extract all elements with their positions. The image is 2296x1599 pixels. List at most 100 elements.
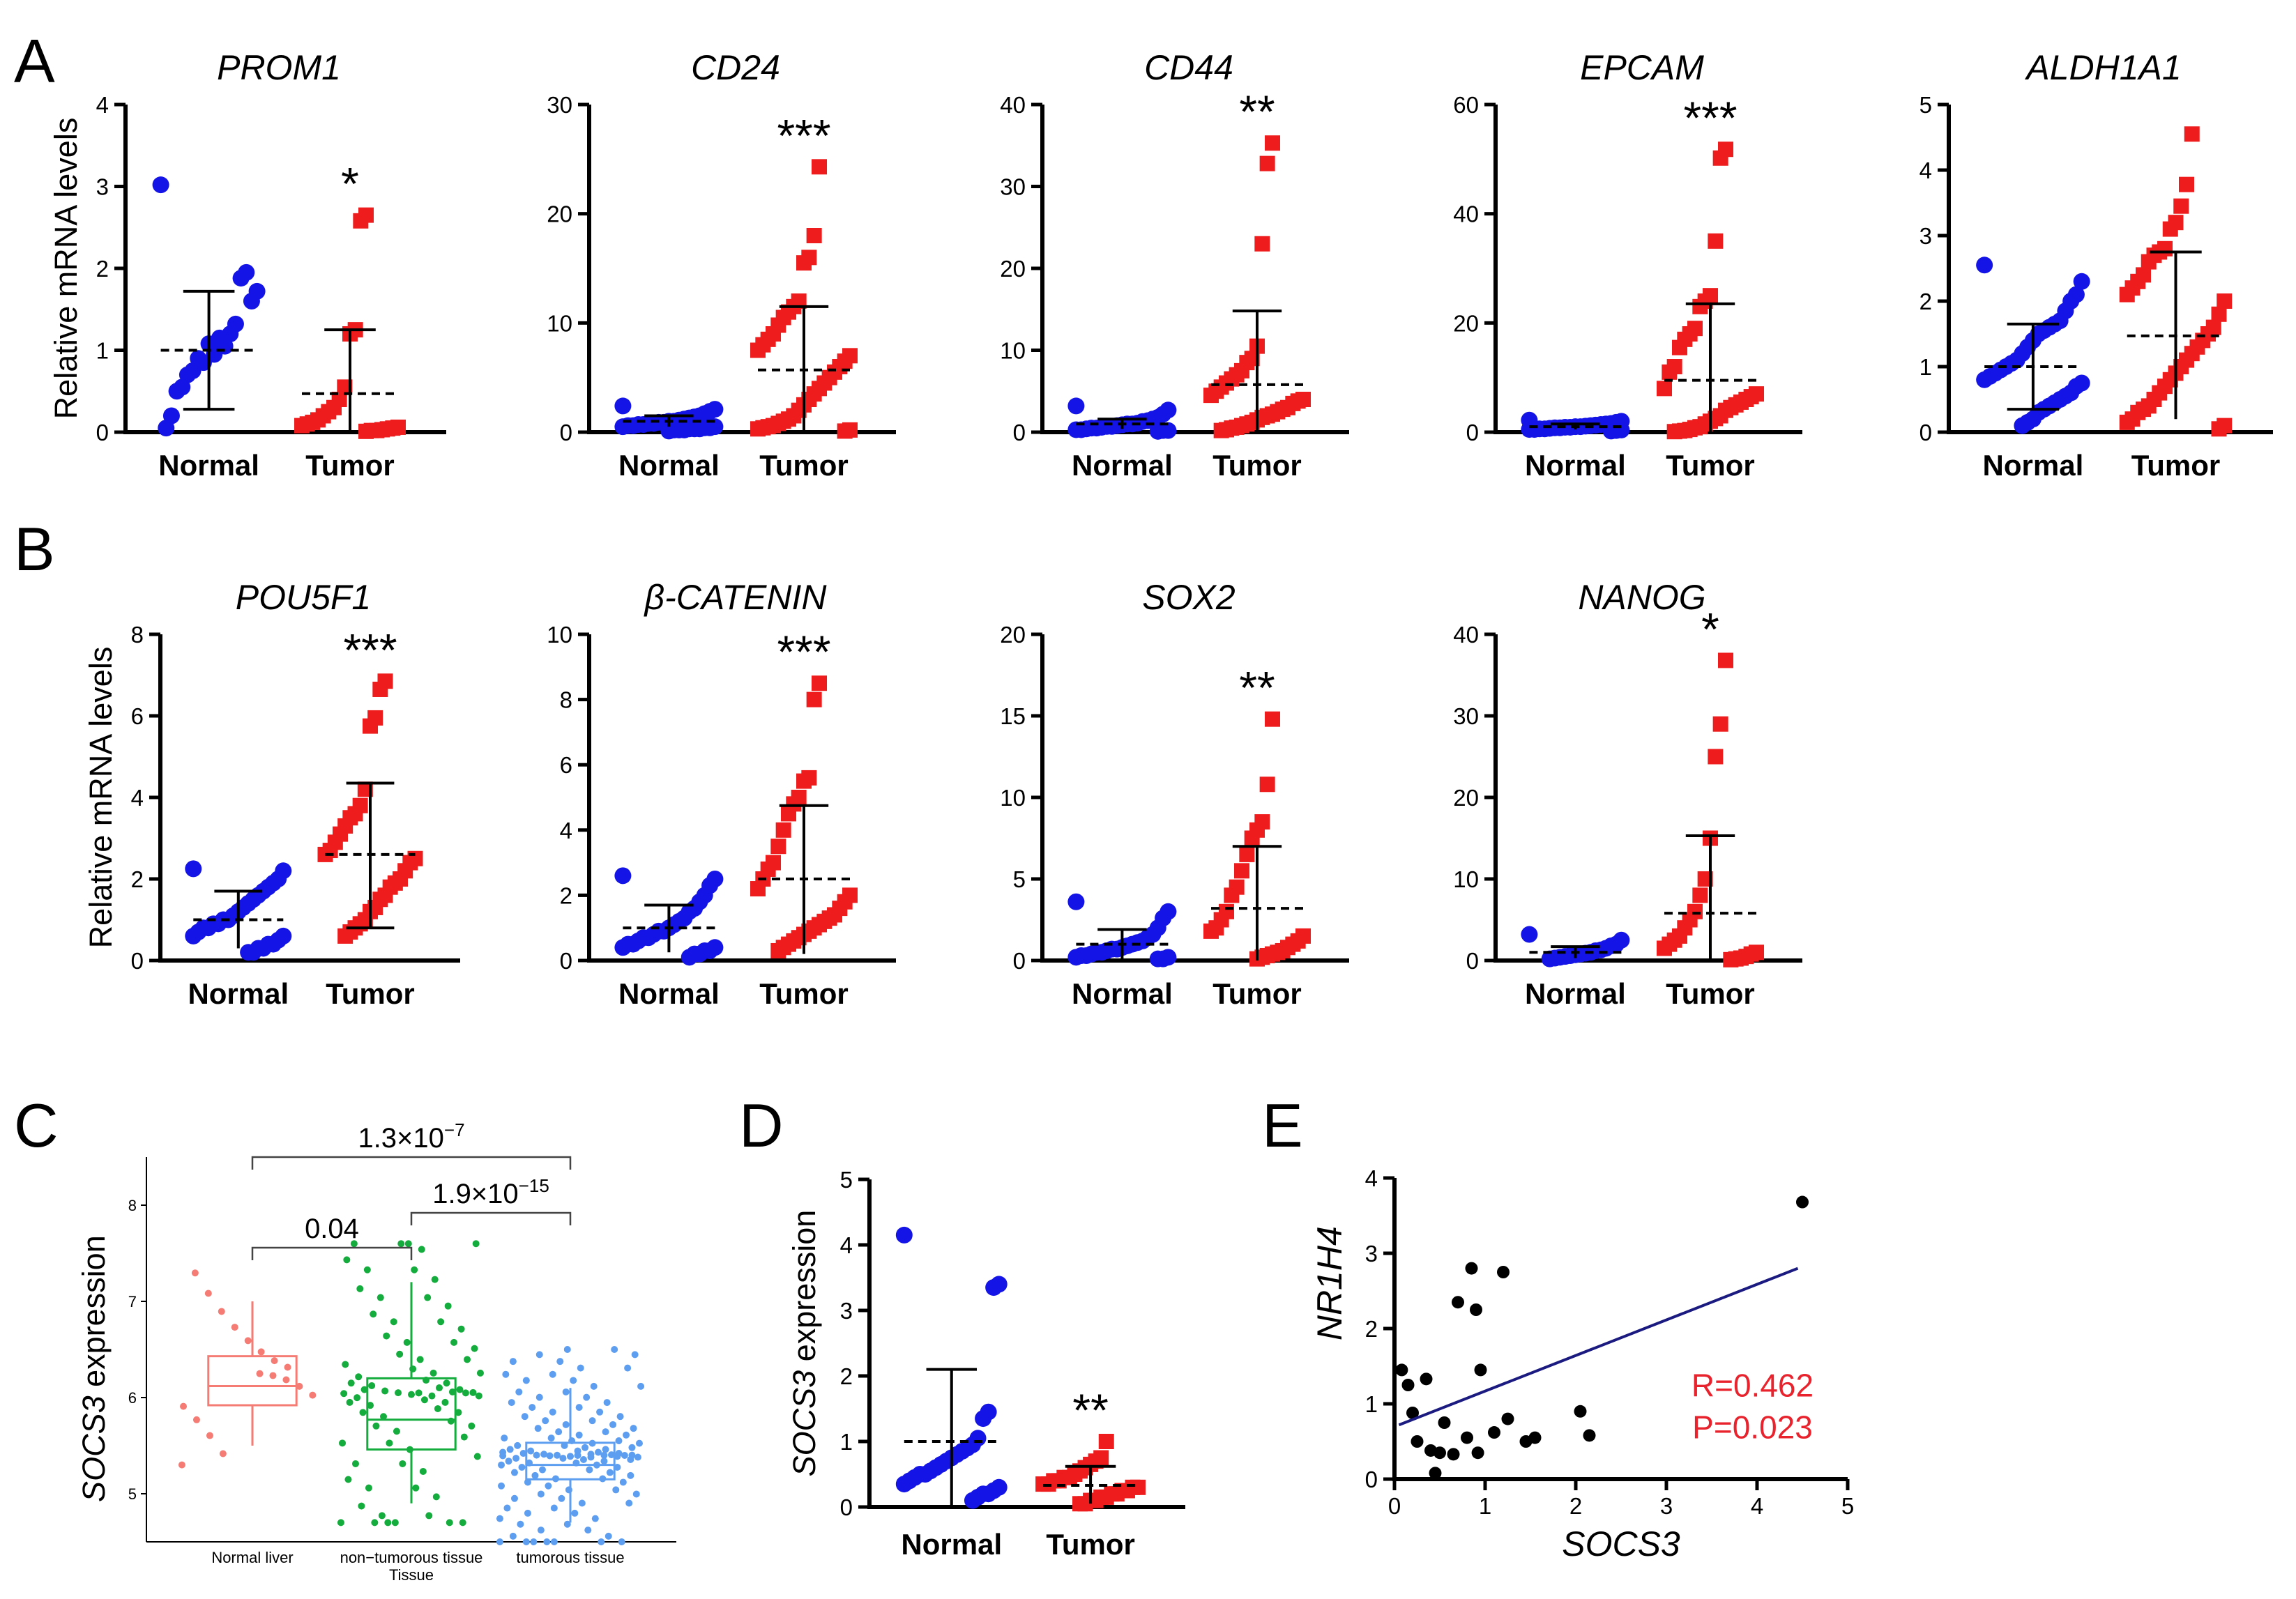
point-tumor [812,675,827,691]
category-label: Tumor [305,449,395,482]
point-tumor [1657,940,1672,956]
chart-sox2: 0 5 10 15 20 Normal Tumor ** SOX2 [1000,578,1349,1010]
point [575,1431,583,1439]
point-tumor [770,839,786,855]
p-value-label: 0.04 [305,1214,359,1244]
panel-label-c: C [14,1091,59,1160]
p-value-exponent: −7 [444,1119,465,1140]
y-axis-label: NR1H4 [1310,1226,1349,1340]
point [473,1453,481,1460]
point [563,1520,571,1528]
chart-nanog: 0 10 20 30 40 Normal Tumor *NANOG [1453,578,1802,1010]
stat-r: R=0.462 [1691,1367,1814,1403]
point [635,1439,643,1447]
point-tumor [358,423,374,439]
point-normal [1149,422,1166,440]
point [535,1393,543,1401]
point-tumor [2119,414,2135,430]
significance-label: ** [1239,86,1275,137]
scatter-point [1406,1406,1419,1419]
point-normal [985,1279,1003,1296]
y-tick-label: 20 [1453,785,1479,811]
point [204,1290,212,1297]
point [637,1382,645,1390]
point-normal [681,949,698,966]
point [623,1431,630,1439]
point-normal [243,293,260,309]
point [346,1398,353,1406]
point-normal [975,1410,992,1428]
point [549,1408,556,1416]
y-tick-label: 10 [547,310,572,336]
point [441,1398,449,1406]
category-label: Tumor [1212,449,1302,482]
gene-title: NANOG [1578,578,1705,617]
category-label: Normal [1525,449,1626,482]
y-tick-label: 1 [1919,354,1932,380]
point [178,1461,185,1469]
comparison-bracket [251,1156,572,1170]
y-tick-label: 8 [560,687,572,713]
point-normal [2014,417,2031,434]
category-label: Normal [188,977,289,1010]
y-axis-label: Relative mRNA levels [48,118,84,420]
point [607,1451,615,1459]
chart-d_socs3: 0 1 2 3 4 5 Normal Tumor ** SOCS3 expression [786,1167,1185,1561]
point-tumor [1672,339,1687,355]
series-normal [1067,397,1177,440]
x-tick-label: 3 [1660,1493,1673,1519]
point [563,1346,571,1353]
point [434,1405,441,1412]
point-normal [158,420,175,437]
point [395,1389,402,1397]
point [393,1428,400,1435]
point [464,1356,471,1363]
point [519,1450,527,1458]
point-tumor [1657,381,1672,397]
y-tick-label: 3 [96,174,109,200]
point [476,1369,484,1377]
scatter-point [1574,1405,1587,1418]
category-label: Normal [618,977,720,1010]
category-label: Normal [901,1528,1002,1561]
p-value-label: 1.9×10−15 [432,1175,549,1209]
scatter-point [1497,1266,1510,1278]
point-normal [1521,421,1538,438]
point [581,1444,589,1451]
point [360,1386,368,1393]
point [595,1448,602,1456]
point [509,1532,517,1540]
point [508,1399,515,1407]
point-tumor [781,806,796,822]
y-tick-label: 20 [1453,310,1479,336]
y-tick-label: 3 [840,1298,853,1324]
point [614,1463,621,1471]
point [554,1451,561,1459]
x-tick-label: 4 [1751,1493,1763,1519]
series-tumor [317,673,423,944]
point [530,1538,538,1545]
point [403,1338,411,1346]
y-tick-label: 8 [131,622,144,648]
point [429,1369,437,1377]
point [399,1460,406,1467]
point-normal [185,860,202,878]
point [627,1455,634,1463]
y-tick-label: 1 [96,338,109,364]
significance-label: ** [1072,1384,1108,1436]
y-tick-label: 0 [1013,420,1026,445]
point [524,1509,531,1517]
point-normal [185,927,202,944]
point [562,1388,570,1395]
series-tumor [750,675,858,958]
point-tumor [294,418,310,434]
panel-label-e: E [1262,1091,1303,1160]
category-label: Normal [1525,977,1626,1010]
point [378,1512,386,1520]
point [543,1538,551,1545]
y-tick-label: 0 [1013,948,1026,974]
x-tick-label: 0 [1388,1493,1401,1519]
point [547,1434,555,1442]
point [244,1337,252,1345]
point-normal [2073,273,2090,290]
